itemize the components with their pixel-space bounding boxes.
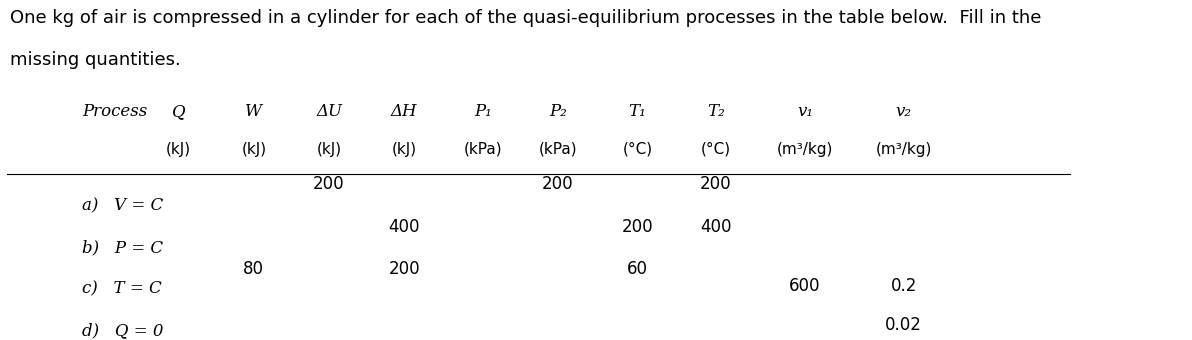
Text: ΔH: ΔH [391,103,417,120]
Text: T₁: T₁ [628,103,646,120]
Text: 0.2: 0.2 [890,277,917,295]
Text: One kg of air is compressed in a cylinder for each of the quasi-equilibrium proc: One kg of air is compressed in a cylinde… [10,10,1042,27]
Text: 60: 60 [627,260,647,278]
Text: 400: 400 [700,218,732,236]
Text: 200: 200 [313,175,344,193]
Text: (°C): (°C) [701,142,731,157]
Text: W: W [246,103,262,120]
Text: 200: 200 [542,175,573,193]
Text: a)   V = C: a) V = C [82,198,163,215]
Text: (kJ): (kJ) [166,142,191,157]
Text: (kPa): (kPa) [539,142,577,157]
Text: Process: Process [82,103,147,120]
Text: (m³/kg): (m³/kg) [876,142,932,157]
Text: 200: 200 [700,175,732,193]
Text: (kJ): (kJ) [316,142,342,157]
Text: d)   Q = 0: d) Q = 0 [82,322,163,339]
Text: P₁: P₁ [473,103,491,120]
Text: (kJ): (kJ) [392,142,417,157]
Text: (kJ): (kJ) [241,142,266,157]
Text: 200: 200 [389,260,420,278]
Text: c)   T = C: c) T = C [82,280,162,298]
Text: 600: 600 [789,277,820,295]
Text: missing quantities.: missing quantities. [10,51,181,69]
Text: 0.02: 0.02 [886,316,923,334]
Text: 200: 200 [621,218,653,236]
Text: (°C): (°C) [622,142,652,157]
Text: b)   P = C: b) P = C [82,239,163,256]
Text: T₂: T₂ [707,103,725,120]
Text: 80: 80 [243,260,265,278]
Text: 400: 400 [389,218,420,236]
Text: (m³/kg): (m³/kg) [777,142,833,157]
Text: P₂: P₂ [550,103,566,120]
Text: v₁: v₁ [797,103,813,120]
Text: (kPa): (kPa) [464,142,502,157]
Text: ΔU: ΔU [316,103,342,120]
Text: v₂: v₂ [895,103,912,120]
Text: Q: Q [172,103,186,120]
